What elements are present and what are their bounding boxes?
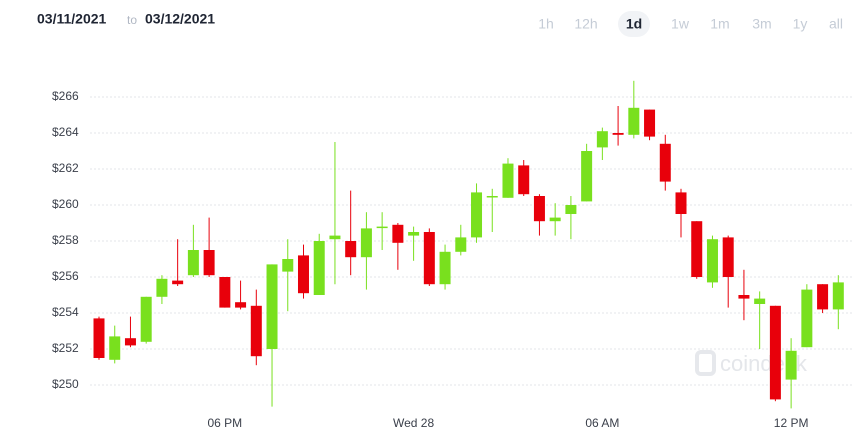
range-buttons: 1h 12h 1d 1w 1m 3m 1y all <box>538 11 843 37</box>
candle-body <box>832 282 844 310</box>
y-tick-label: $252 <box>52 341 79 355</box>
range-active-bg <box>618 11 650 37</box>
candle-body <box>109 336 121 360</box>
candle-body <box>817 284 829 310</box>
x-tick-label: 06 PM <box>207 416 242 430</box>
candle-body <box>455 237 467 252</box>
candle-body <box>533 196 545 222</box>
y-tick-label: $264 <box>52 125 79 139</box>
range-button[interactable]: 1w <box>671 16 690 32</box>
candle-body <box>329 235 341 240</box>
date-to: 03/12/2021 <box>145 11 215 27</box>
watermark-logo <box>695 350 716 376</box>
range-button[interactable]: 1y <box>793 16 808 32</box>
range-button[interactable]: 12h <box>574 16 597 32</box>
candle-body <box>313 241 325 295</box>
range-button[interactable]: 1d <box>626 16 642 32</box>
y-tick-label: $258 <box>52 233 79 247</box>
candle-body <box>203 250 215 276</box>
candle-body <box>140 296 152 342</box>
candle-body <box>581 151 593 202</box>
candle-body <box>187 250 199 276</box>
candle-body <box>345 241 357 258</box>
range-button[interactable]: 3m <box>752 16 771 32</box>
candle-body <box>250 305 262 357</box>
x-tick-label: Wed 28 <box>393 416 434 430</box>
candle-body <box>691 221 703 277</box>
candle-body <box>124 338 136 346</box>
candle-body <box>754 298 766 304</box>
x-tick-label: 12 PM <box>774 416 809 430</box>
candle-body <box>549 217 561 222</box>
y-tick-label: $266 <box>52 89 79 103</box>
candle-body <box>423 232 435 285</box>
candle-body <box>439 251 451 285</box>
candle-body <box>801 289 813 348</box>
candle-body <box>785 350 797 380</box>
candle-body <box>518 165 530 195</box>
range-button[interactable]: 1m <box>710 16 729 32</box>
candle-body <box>502 163 514 198</box>
y-tick-label: $254 <box>52 305 79 319</box>
candle-body <box>596 131 608 148</box>
candle-body <box>722 237 734 277</box>
candle-body <box>565 205 577 214</box>
candle-body <box>612 133 624 135</box>
range-button[interactable]: 1h <box>538 16 554 32</box>
candle-body <box>219 277 231 308</box>
candle-body <box>659 143 671 182</box>
candle-body <box>706 239 718 283</box>
candle-body <box>235 302 247 308</box>
y-tick-label: $250 <box>52 377 79 391</box>
candle-body <box>769 305 781 400</box>
candle-body <box>93 318 105 358</box>
candle-body <box>392 224 404 243</box>
candle-body <box>360 228 372 258</box>
candle-body <box>675 192 687 214</box>
x-tick-label: 06 AM <box>585 416 619 430</box>
y-tick-label: $262 <box>52 161 79 175</box>
date-from: 03/11/2021 <box>37 11 107 27</box>
candle-body <box>297 255 309 294</box>
candle-body <box>156 278 168 297</box>
candle-body <box>486 196 498 198</box>
y-tick-label: $260 <box>52 197 79 211</box>
candle-body <box>266 264 278 349</box>
candle-body <box>471 192 483 238</box>
candle-body <box>172 280 184 285</box>
candle-body <box>282 259 294 272</box>
candle-body <box>738 295 750 299</box>
y-tick-label: $256 <box>52 269 79 283</box>
candle-body <box>628 107 640 135</box>
candle-body <box>408 232 420 236</box>
candle-body <box>644 109 656 137</box>
candle-body <box>376 226 388 229</box>
date-to-word: to <box>127 13 137 27</box>
range-button[interactable]: all <box>829 16 843 32</box>
